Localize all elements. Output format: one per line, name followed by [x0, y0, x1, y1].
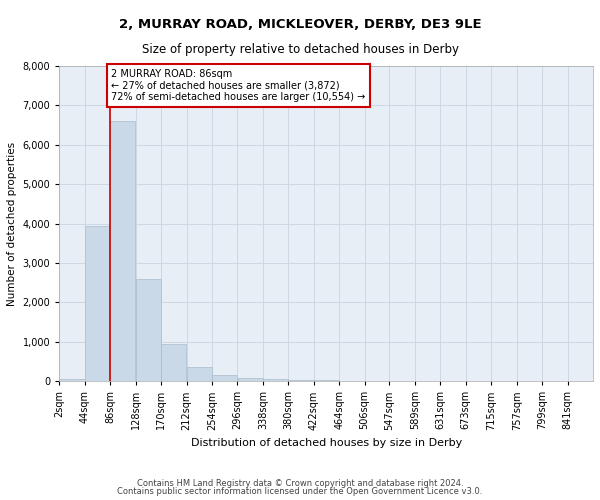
- Text: Contains HM Land Registry data © Crown copyright and database right 2024.: Contains HM Land Registry data © Crown c…: [137, 478, 463, 488]
- Bar: [161, 344, 187, 381]
- Bar: [85, 226, 110, 381]
- Text: 2 MURRAY ROAD: 86sqm
← 27% of detached houses are smaller (3,872)
72% of semi-de: 2 MURRAY ROAD: 86sqm ← 27% of detached h…: [112, 69, 365, 102]
- Text: 2, MURRAY ROAD, MICKLEOVER, DERBY, DE3 9LE: 2, MURRAY ROAD, MICKLEOVER, DERBY, DE3 9…: [119, 18, 481, 30]
- Bar: [314, 380, 339, 381]
- Text: Size of property relative to detached houses in Derby: Size of property relative to detached ho…: [142, 42, 458, 56]
- Bar: [289, 380, 314, 381]
- Bar: [263, 379, 288, 381]
- Bar: [110, 121, 136, 381]
- Bar: [238, 378, 263, 381]
- X-axis label: Distribution of detached houses by size in Derby: Distribution of detached houses by size …: [191, 438, 462, 448]
- Bar: [59, 379, 85, 381]
- Bar: [136, 278, 161, 381]
- Text: Contains public sector information licensed under the Open Government Licence v3: Contains public sector information licen…: [118, 487, 482, 496]
- Bar: [212, 376, 237, 381]
- Y-axis label: Number of detached properties: Number of detached properties: [7, 142, 17, 306]
- Bar: [187, 368, 212, 381]
